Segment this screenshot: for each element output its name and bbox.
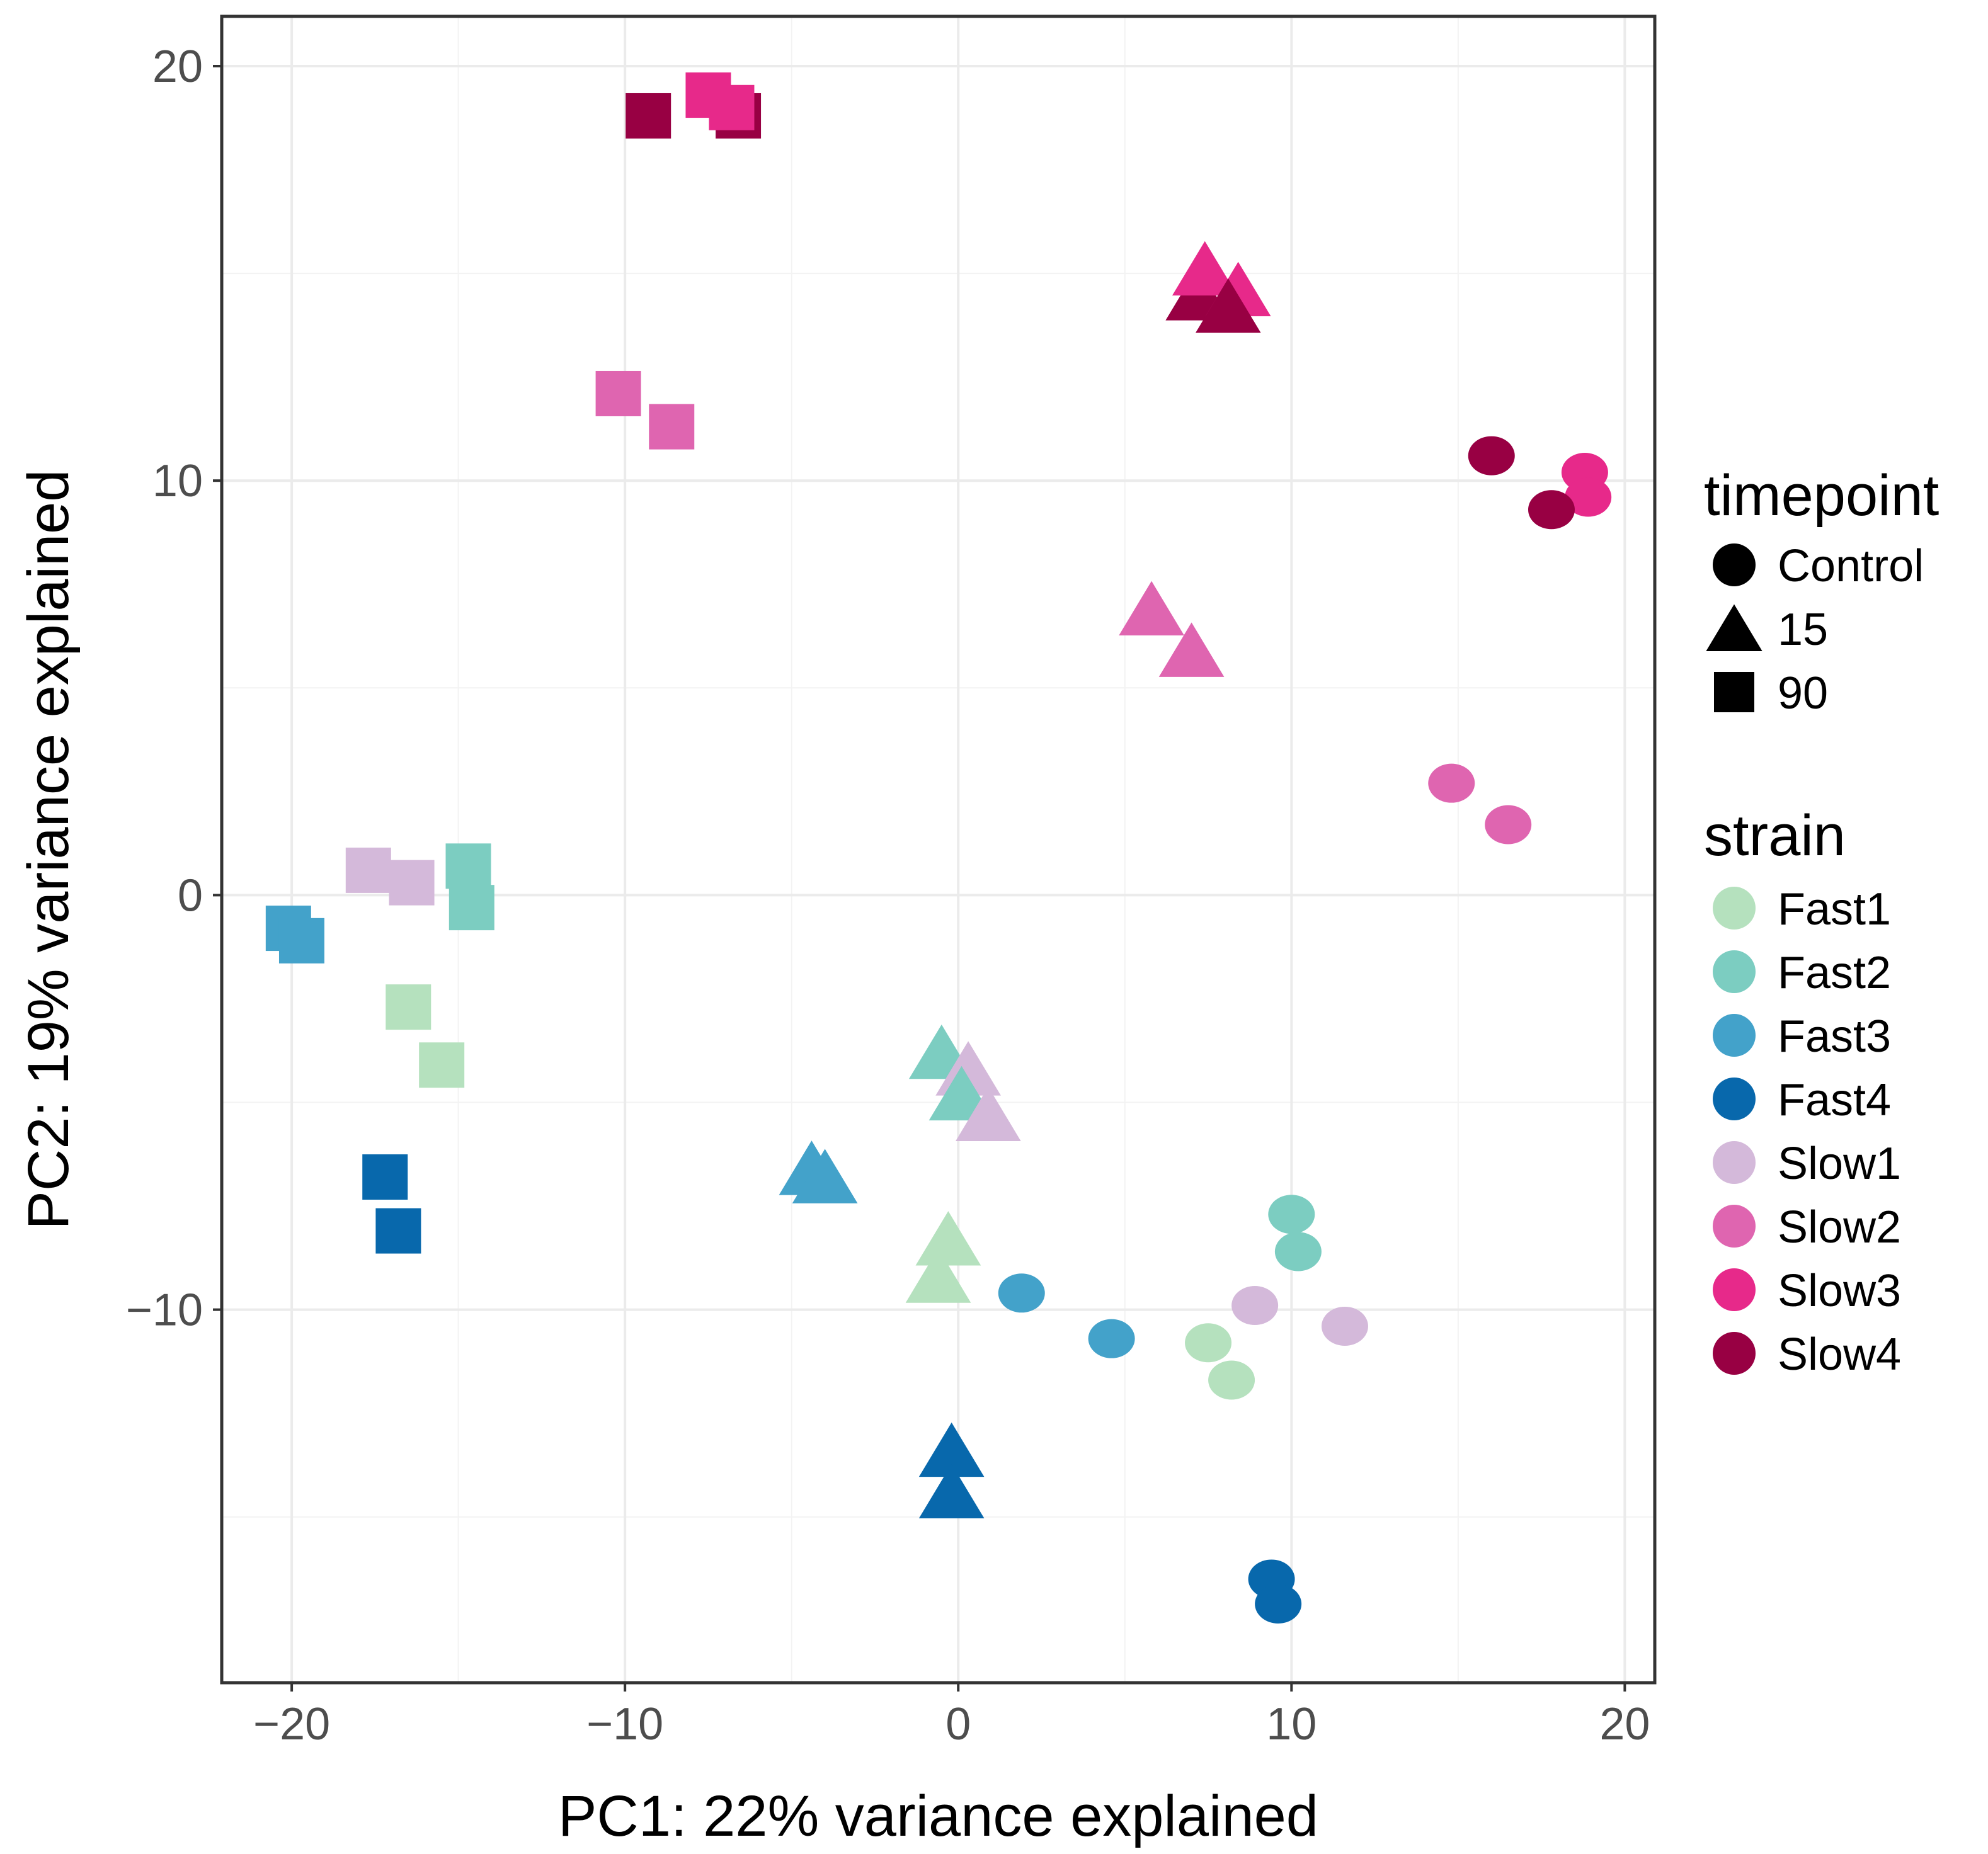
point-slow4-15 bbox=[1195, 278, 1261, 333]
grid-lines bbox=[222, 16, 1655, 1683]
legend-key-fast4 bbox=[1713, 1078, 1756, 1120]
point-fast1-15 bbox=[905, 1248, 971, 1303]
point-slow2-15 bbox=[1119, 581, 1184, 635]
x-tick-label: 0 bbox=[945, 1699, 971, 1749]
point-slow2-control bbox=[1428, 763, 1475, 803]
data-points bbox=[265, 72, 1612, 1624]
point-slow3-90 bbox=[709, 84, 755, 130]
plot-panel bbox=[220, 14, 1657, 1685]
point-fast1-90 bbox=[386, 984, 431, 1030]
point-fast4-15 bbox=[918, 1464, 985, 1518]
point-fast3-15 bbox=[792, 1149, 858, 1203]
legend-key-fast3 bbox=[1713, 1014, 1756, 1057]
legend-strain-label: Fast2 bbox=[1778, 948, 1891, 998]
x-tick-label: −10 bbox=[586, 1699, 663, 1749]
y-tick-label: −10 bbox=[126, 1285, 203, 1336]
y-axis: −10 0 10 20 bbox=[126, 42, 222, 1336]
point-fast1-control bbox=[1185, 1323, 1232, 1363]
point-fast1-control bbox=[1208, 1360, 1255, 1400]
point-fast4-90 bbox=[375, 1208, 421, 1254]
x-axis: −20 −10 0 10 20 bbox=[253, 1683, 1650, 1749]
legend-timepoint-title: timepoint bbox=[1704, 463, 1939, 528]
legend-key-triangle bbox=[1706, 604, 1762, 651]
legend-strain-label: Slow2 bbox=[1778, 1202, 1901, 1253]
legend-strain-label: Fast3 bbox=[1778, 1011, 1891, 1062]
legend-timepoint-label: Control bbox=[1778, 541, 1924, 591]
point-slow1-15 bbox=[935, 1041, 1001, 1096]
point-slow1-90 bbox=[345, 847, 391, 893]
point-slow4-control bbox=[1528, 490, 1575, 530]
legend-strain-label: Slow4 bbox=[1778, 1329, 1901, 1380]
legend-key-fast2 bbox=[1713, 950, 1756, 993]
legend-key-fast1 bbox=[1713, 887, 1756, 930]
legend-strain-label: Fast1 bbox=[1778, 884, 1891, 935]
x-tick-label: 20 bbox=[1599, 1699, 1650, 1749]
y-tick-label: 20 bbox=[152, 42, 203, 92]
legend-key-slow2 bbox=[1713, 1205, 1756, 1248]
legend-strain-title: strain bbox=[1704, 804, 1846, 868]
point-slow2-control bbox=[1485, 805, 1532, 845]
point-slow1-15 bbox=[956, 1086, 1021, 1142]
point-slow2-90 bbox=[595, 370, 641, 416]
point-fast4-control bbox=[1255, 1584, 1302, 1624]
legend-timepoint-label: 90 bbox=[1778, 668, 1828, 719]
point-fast2-control bbox=[1274, 1232, 1322, 1271]
point-fast3-control bbox=[1088, 1319, 1135, 1358]
legend-key-square bbox=[1714, 672, 1754, 712]
legend-key-slow3 bbox=[1713, 1268, 1756, 1311]
point-fast2-90 bbox=[448, 885, 494, 931]
legend-strain-label: Slow1 bbox=[1778, 1139, 1901, 1189]
point-fast4-90 bbox=[362, 1154, 408, 1200]
legend-timepoint: timepoint Control 15 90 bbox=[1704, 463, 1939, 719]
point-slow3-control bbox=[1565, 477, 1612, 517]
x-tick-label: 10 bbox=[1266, 1699, 1317, 1749]
y-tick-label: 0 bbox=[178, 870, 203, 921]
point-fast4-15 bbox=[918, 1422, 985, 1477]
point-fast1-15 bbox=[915, 1211, 981, 1266]
x-tick-label: −20 bbox=[253, 1699, 330, 1749]
legend-strain-label: Fast4 bbox=[1778, 1075, 1891, 1125]
point-fast2-90 bbox=[445, 843, 491, 889]
point-fast1-90 bbox=[419, 1042, 465, 1088]
point-fast3-90 bbox=[278, 918, 324, 964]
y-tick-label: 10 bbox=[152, 456, 203, 506]
point-slow1-90 bbox=[389, 860, 435, 906]
point-slow1-control bbox=[1231, 1286, 1279, 1326]
legend-strain-label: Slow3 bbox=[1778, 1266, 1901, 1316]
point-slow4-control bbox=[1468, 436, 1515, 475]
point-slow1-control bbox=[1321, 1306, 1368, 1346]
point-fast2-control bbox=[1268, 1195, 1315, 1234]
legend-key-slow4 bbox=[1713, 1332, 1756, 1375]
legend-key-circle bbox=[1713, 543, 1756, 586]
point-slow4-90 bbox=[626, 93, 671, 139]
point-slow3-15 bbox=[1172, 241, 1238, 296]
y-axis-title: PC2: 19% variance explained bbox=[16, 470, 81, 1230]
x-axis-title: PC1: 22% variance explained bbox=[558, 1784, 1318, 1848]
legend-timepoint-label: 15 bbox=[1778, 605, 1828, 655]
point-slow2-90 bbox=[649, 404, 695, 450]
point-fast3-control bbox=[998, 1273, 1045, 1313]
legend-key-slow1 bbox=[1713, 1141, 1756, 1184]
legend-strain: strain Fast1 Fast2 Fast3 Fast4 Slow1 Slow2 Slo… bbox=[1704, 804, 1901, 1380]
point-slow2-15 bbox=[1158, 622, 1225, 677]
